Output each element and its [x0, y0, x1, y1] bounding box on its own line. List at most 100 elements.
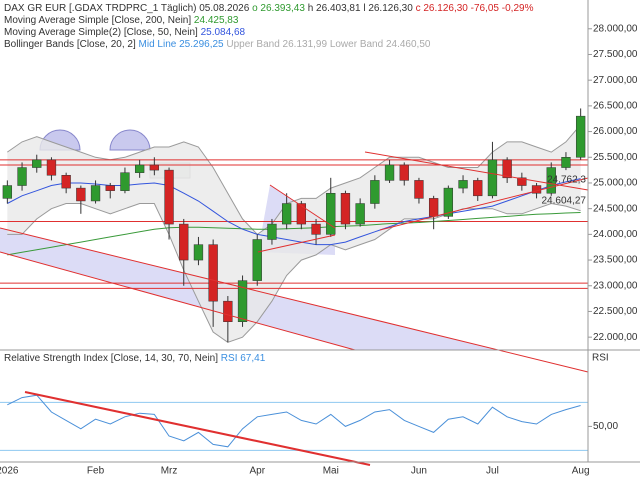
y-tick-label: 22.000,00 [593, 332, 638, 343]
candle-body [223, 300, 233, 322]
value: 25.084,68 [201, 27, 246, 38]
candle-body [443, 187, 454, 217]
legend-entry: Moving Average Simple(2) [Close, 50, Nei… [4, 27, 246, 38]
x-tick-label: Mrz [161, 466, 178, 477]
y-tick-label: 28.000,00 [593, 23, 638, 34]
candle-body [105, 185, 115, 191]
candle-body [340, 192, 351, 225]
change: -76,05 [471, 3, 500, 14]
candle-body [502, 159, 512, 179]
arc-marker [109, 129, 151, 151]
price-marker: 24.762,3 [547, 175, 586, 186]
candle-body [76, 187, 86, 202]
date: 05.08.2026 [199, 3, 249, 14]
trendline [257, 234, 336, 253]
indicator-line [7, 202, 581, 343]
candle-body [575, 115, 586, 158]
high: h 26.403,81 [308, 3, 361, 14]
candle-body [355, 203, 365, 225]
label: Bollinger Bands [Close, 20, 2] [4, 39, 136, 50]
candle-body [164, 169, 174, 225]
change-pct: -0,29% [502, 3, 534, 14]
x-tick-label: Aug [572, 466, 590, 477]
trendline [0, 251, 356, 351]
candle-body [546, 167, 556, 194]
candle-body [561, 157, 571, 168]
candle-body [311, 223, 321, 235]
candle-body [370, 180, 380, 204]
x-tick-label: Mai [323, 466, 339, 477]
candle-body [2, 185, 13, 199]
candle-body [252, 239, 262, 281]
candle-body [399, 164, 409, 181]
candle-body [90, 185, 101, 202]
value: Lower Band 24.460,50 [330, 39, 431, 50]
candle-body [46, 159, 57, 176]
y-tick-label: 27.500,00 [593, 49, 638, 60]
rsi-trendline [24, 391, 371, 466]
rsi-axis-title: RSI [592, 353, 609, 364]
instrument: DAX GR EUR [.GDAX TRDPRC_1 Täglich) 05.0… [4, 3, 534, 14]
band-fill [7, 124, 581, 343]
y-tick-label: 25.000,00 [593, 178, 638, 189]
trendline [379, 177, 589, 231]
close: c 26.126,30 [416, 3, 469, 14]
candle-body [149, 164, 160, 171]
candle-body [208, 244, 218, 302]
y-tick-label: 22.500,00 [593, 306, 638, 317]
value: 24.425,83 [194, 15, 239, 26]
candle-body [193, 244, 204, 261]
y-tick-label: 27.000,00 [593, 75, 638, 86]
candle-body [32, 159, 42, 168]
candle-body [120, 172, 130, 191]
x-tick-label: Jul [486, 466, 499, 477]
candle-body [296, 203, 307, 225]
low: l 26.126,30 [363, 3, 413, 14]
rsi-line [7, 394, 581, 448]
x-tick-label: 2026 [0, 466, 19, 477]
x-tick-label: Jun [411, 466, 427, 477]
price-marker: 24.604,27 [542, 196, 587, 207]
candle-body [384, 164, 395, 181]
y-tick-label: 24.000,00 [593, 229, 638, 240]
candle-body [487, 159, 498, 197]
x-tick-label: Feb [87, 466, 105, 477]
candle-body [237, 280, 248, 322]
y-tick-label: 26.000,00 [593, 126, 638, 137]
value: RSI 67,41 [221, 353, 266, 364]
value: Mid Line 25.296,25 [139, 39, 225, 50]
legend-entry: Relative Strength Index [Close, 14, 30, … [4, 353, 266, 364]
candle-body [61, 175, 71, 189]
plot [0, 108, 588, 451]
value: Upper Band 26.131,99 [226, 39, 327, 50]
candle-body [179, 223, 189, 261]
candle-body [428, 198, 439, 217]
candle-body [17, 167, 27, 186]
instrument-name: DAX GR EUR [.GDAX TRDPRC_1 Täglich) [4, 3, 196, 14]
candle-body [326, 192, 336, 235]
indicator-line [7, 178, 581, 246]
indicator-line [7, 212, 581, 256]
label: Moving Average Simple(2) [Close, 50, Nei… [4, 27, 198, 38]
y-tick-label: 23.000,00 [593, 280, 638, 291]
open: o 26.393,43 [252, 3, 305, 14]
legend-entry: Moving Average Simple [Close, 200, Nein]… [4, 15, 239, 26]
candle-body [281, 203, 292, 225]
x-tick-label: Apr [249, 466, 265, 477]
legend-entry: Bollinger Bands [Close, 20, 2] Mid Line … [4, 39, 431, 50]
candle-body [517, 177, 527, 186]
trendline [0, 227, 589, 373]
candle-body [414, 180, 424, 199]
trendline [269, 184, 336, 229]
y-tick-label: 26.500,00 [593, 101, 638, 112]
y-tick-label: 23.500,00 [593, 255, 638, 266]
label: Moving Average Simple [Close, 200, Nein] [4, 15, 191, 26]
label: Relative Strength Index [Close, 14, 30, … [4, 353, 218, 364]
legend: DAX GR EUR [.GDAX TRDPRC_1 Täglich) 05.0… [4, 3, 609, 364]
candle-body [134, 164, 145, 173]
y-tick-label: 25.500,00 [593, 152, 638, 163]
y-tick-label: 50,00 [593, 421, 618, 432]
candle-body [267, 223, 277, 240]
candle-body [458, 180, 468, 189]
